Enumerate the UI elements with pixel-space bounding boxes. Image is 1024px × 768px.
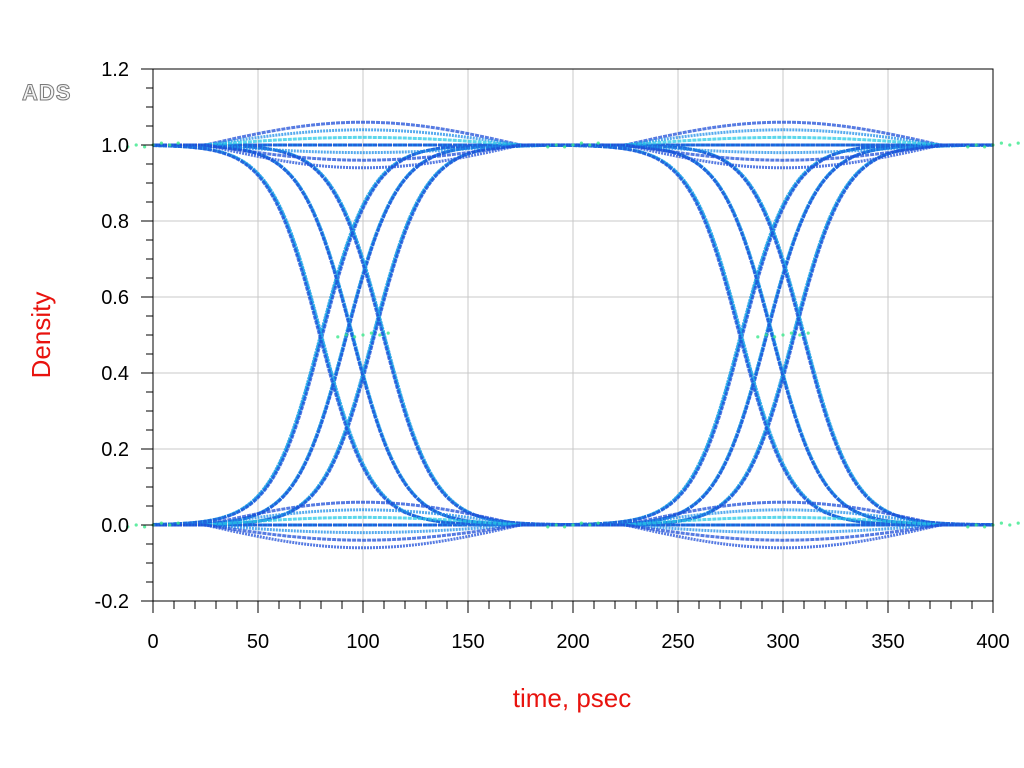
density-hotspot: [571, 523, 575, 527]
x-axis-title: time, psec: [513, 683, 632, 713]
x-tick-label: 350: [871, 631, 904, 653]
density-hotspot: [983, 145, 987, 149]
density-hotspot: [596, 141, 600, 145]
x-tick-label: 300: [766, 631, 799, 653]
density-hotspot: [966, 525, 970, 529]
axis-ticks: [141, 68, 994, 613]
density-hotspot: [596, 521, 600, 525]
density-hotspot: [806, 331, 810, 335]
density-hotspot: [386, 331, 390, 335]
density-hotspot: [974, 143, 978, 147]
y-tick-label: 1.2: [101, 59, 129, 81]
y-tick-label: 0.6: [101, 287, 129, 309]
density-hotspot: [756, 335, 760, 339]
x-tick-label: 200: [556, 631, 589, 653]
density-hotspot: [579, 521, 584, 525]
density-hotspot: [143, 525, 147, 529]
density-hotspot: [579, 141, 584, 145]
density-hotspot: [126, 145, 130, 149]
density-hotspot: [588, 143, 592, 147]
density-hotspot: [1016, 141, 1020, 145]
x-tick-label: 0: [147, 631, 158, 653]
density-hotspot: [1008, 523, 1012, 527]
density-hotspot: [176, 521, 180, 525]
density-hotspot: [159, 521, 163, 525]
density-hotspot: [336, 335, 340, 339]
density-hotspot: [983, 525, 987, 529]
density-hotspot: [554, 523, 558, 527]
x-tick-label: 50: [247, 631, 269, 653]
density-hotspot: [378, 333, 382, 337]
density-hotspot: [588, 523, 592, 527]
ads-brand-mark: ADS: [22, 80, 71, 105]
density-hotspot: [168, 523, 172, 527]
x-tick-labels: 0 50 100 150 200 250 300 350 400: [147, 631, 1009, 653]
density-hotspot: [369, 331, 373, 335]
y-tick-label: 0.4: [101, 363, 129, 385]
density-hotspot: [546, 525, 550, 529]
density-hotspot: [1016, 521, 1020, 525]
density-hotspot: [143, 145, 147, 149]
density-hotspot: [168, 143, 172, 147]
density-hotspot: [798, 333, 802, 337]
density-hotspot: [1008, 143, 1012, 147]
density-hotspot: [134, 523, 138, 527]
density-hotspot: [563, 525, 567, 529]
y-tick-label: 0.0: [101, 515, 129, 537]
density-hotspot: [126, 525, 130, 529]
density-hotspot: [781, 333, 785, 337]
density-hotspot: [773, 335, 777, 339]
y-axis-title: Density: [26, 292, 56, 379]
y-tick-labels: -0.2 0.0 0.2 0.4 0.6 0.8 1.0 1.2: [95, 59, 129, 613]
density-hotspot: [974, 523, 978, 527]
density-hotspot: [966, 145, 970, 149]
density-hotspot: [999, 141, 1004, 145]
density-hotspot: [999, 521, 1004, 525]
density-hotspot: [159, 141, 163, 145]
y-tick-label: 1.0: [101, 135, 129, 157]
density-hotspot: [176, 141, 180, 145]
y-tick-label: 0.2: [101, 439, 129, 461]
density-hotspot: [134, 143, 138, 147]
y-tick-label: -0.2: [95, 591, 129, 613]
density-hotspot: [546, 145, 550, 149]
density-hotspot: [571, 143, 575, 147]
x-tick-label: 400: [976, 631, 1009, 653]
density-traces: [126, 120, 1020, 550]
density-hotspot: [554, 143, 558, 147]
x-tick-label: 250: [661, 631, 694, 653]
density-hotspot: [789, 331, 794, 335]
density-hotspot: [764, 333, 768, 337]
x-tick-label: 100: [346, 631, 379, 653]
density-hotspot: [344, 333, 348, 337]
x-tick-label: 150: [451, 631, 484, 653]
density-hotspot: [353, 335, 357, 339]
density-hotspot: [563, 145, 567, 149]
y-tick-label: 0.8: [101, 211, 129, 233]
density-hotspot: [361, 333, 365, 337]
